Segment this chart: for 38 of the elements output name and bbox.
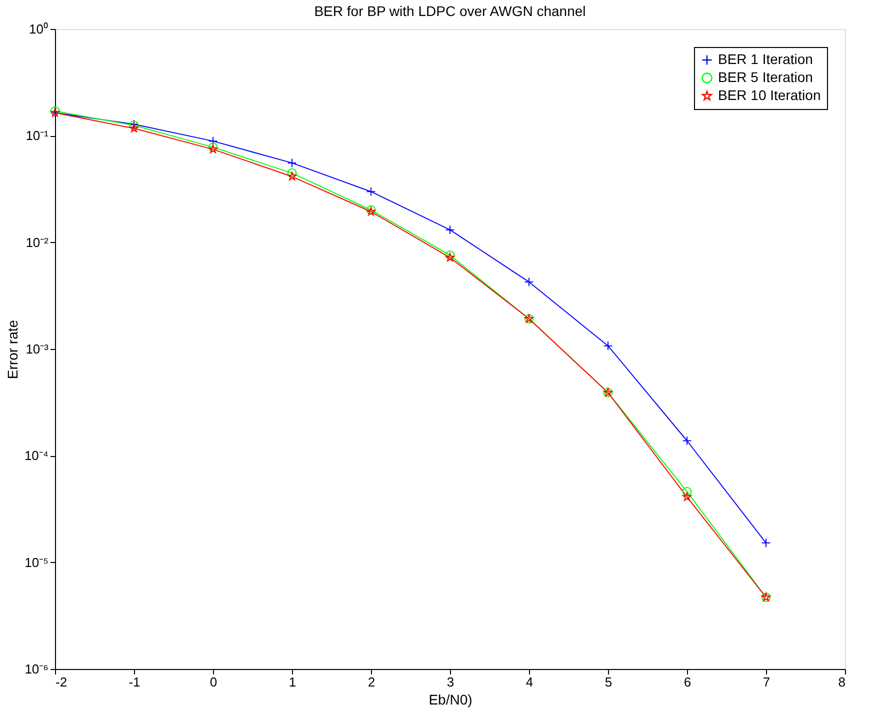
x-tick-label: 8 [838, 674, 846, 690]
y-tick-label: 10⁻⁶ [24, 662, 48, 676]
x-tick-label: 0 [210, 674, 218, 690]
legend-label: BER 5 Iteration [718, 69, 813, 85]
point [445, 250, 455, 260]
x-tick-label: 5 [604, 674, 612, 690]
point [682, 486, 692, 496]
legend-label: BER 1 Iteration [718, 51, 813, 67]
x-tick-label: -1 [128, 674, 140, 690]
x-tick-label: 7 [762, 674, 770, 690]
y-axis-title: Error rate [4, 320, 20, 380]
x-tick-label: 4 [526, 674, 534, 690]
x-tick-label: -2 [56, 674, 68, 690]
point [288, 172, 296, 180]
x-tick-label: 1 [288, 674, 296, 690]
y-tick-label: 10⁻² [26, 234, 50, 250]
point [287, 168, 297, 178]
point [603, 341, 613, 351]
y-tick-label: 10⁻³ [26, 342, 50, 356]
x-tick-label: 6 [684, 674, 692, 690]
point [682, 492, 692, 501]
point [682, 436, 692, 446]
point [366, 186, 376, 196]
point [287, 158, 297, 168]
legend-label: BER 10 Iteration [718, 87, 821, 103]
y-tick-label: 10⁻⁵ [24, 554, 48, 570]
point [445, 225, 455, 235]
point [130, 124, 138, 132]
y-tick-label: 10⁻⁴ [24, 448, 48, 464]
y-tick-label: 10⁻¹ [26, 128, 50, 144]
x-axis-title: Eb/N0) [428, 692, 472, 708]
y-tick-label: 10⁰ [29, 22, 48, 36]
point [761, 538, 771, 548]
x-tick-label: 2 [368, 674, 376, 690]
chart-title: BER for BP with LDPC over AWGN channel [314, 3, 586, 19]
point [208, 136, 218, 146]
x-tick-label: 3 [446, 674, 454, 690]
point [524, 277, 534, 287]
